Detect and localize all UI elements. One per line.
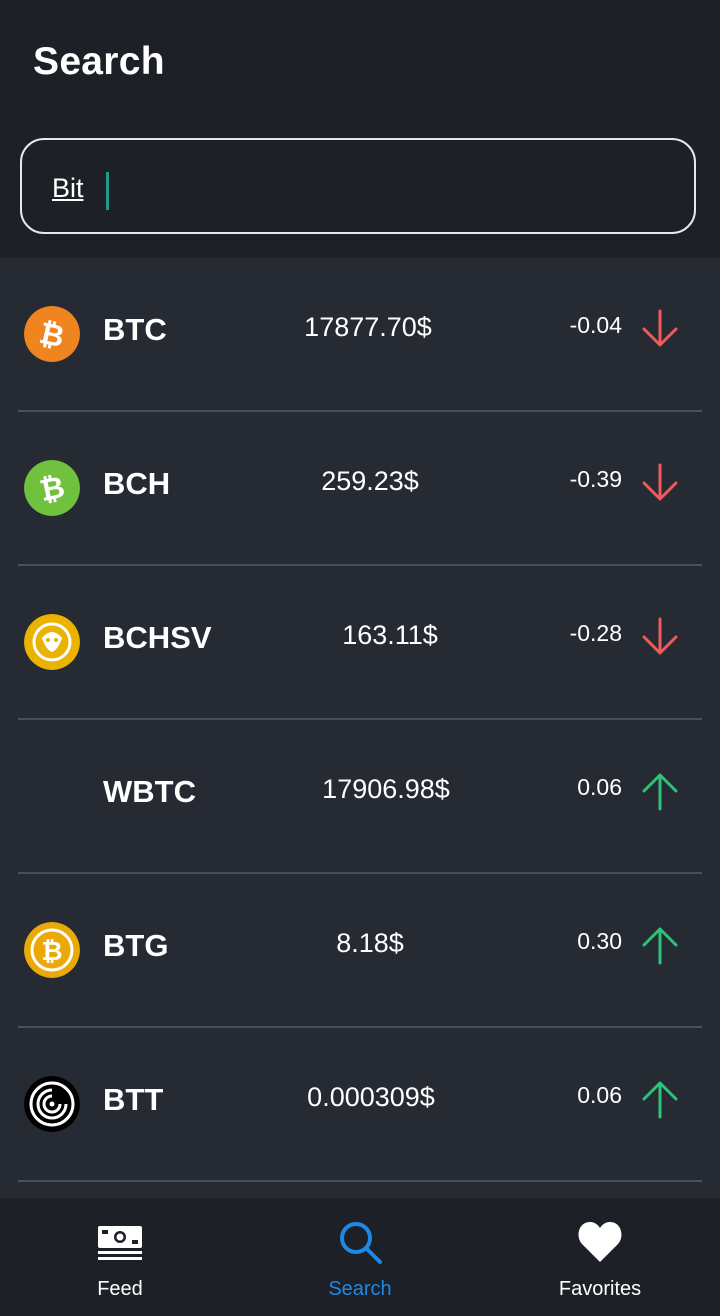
coin-symbol: WBTC [103, 774, 196, 809]
coin-change: 0.30 [577, 928, 622, 954]
arrow-up-icon [642, 1081, 678, 1119]
coin-price: 17877.70$ [304, 312, 432, 342]
arrow-up-icon [642, 927, 678, 965]
coin-symbol: BTC [103, 312, 167, 347]
bitcoin-cash-icon: ₿ [24, 460, 80, 516]
bittorrent-icon [24, 1076, 80, 1132]
search-field[interactable] [20, 138, 696, 234]
money-icon [98, 1226, 142, 1260]
bitcoin-gold-icon: ₿ [24, 922, 80, 978]
arrow-up-icon [642, 773, 678, 811]
nav-search[interactable]: Search [240, 1198, 480, 1316]
nav-favorites[interactable]: Favorites [480, 1198, 720, 1316]
page-title: Search [33, 40, 165, 83]
coin-row-btg[interactable]: ₿ BTG 8.18$ 0.30 [0, 874, 720, 1028]
coin-price: 8.18$ [336, 928, 404, 958]
nav-label: Feed [97, 1278, 143, 1300]
coin-row-btc[interactable]: ₿ BTC 17877.70$ -0.04 [0, 258, 720, 412]
coin-change: 0.06 [577, 774, 622, 800]
coin-list[interactable]: ₿ BTC 17877.70$ -0.04 ₿ BCH 259.23$ -0.3… [0, 258, 720, 1198]
coin-change: -0.39 [569, 466, 622, 492]
coin-row-wbtc[interactable]: WBTC 17906.98$ 0.06 [0, 720, 720, 874]
row-divider [18, 1180, 702, 1182]
coin-row-bchsv[interactable]: BCHSV 163.11$ -0.28 [0, 566, 720, 720]
search-bar [0, 118, 720, 258]
coin-symbol: BCH [103, 466, 171, 501]
text-caret [106, 172, 109, 210]
nav-feed[interactable]: Feed [0, 1198, 240, 1316]
row-divider [18, 718, 702, 720]
row-divider [18, 1026, 702, 1028]
coin-symbol: BCHSV [103, 620, 212, 655]
arrow-down-icon [642, 309, 678, 347]
coin-row-bch[interactable]: ₿ BCH 259.23$ -0.39 [0, 412, 720, 566]
coin-price: 163.11$ [342, 620, 438, 650]
coin-price: 259.23$ [321, 466, 419, 496]
coin-price: 17906.98$ [322, 774, 450, 804]
search-input[interactable] [52, 168, 652, 208]
coin-symbol: BTG [103, 928, 169, 963]
nav-label: Favorites [558, 1278, 642, 1300]
coin-change: -0.28 [569, 620, 622, 646]
coin-change: -0.04 [569, 312, 622, 338]
nav-label: Search [328, 1278, 392, 1300]
heart-icon [578, 1222, 622, 1262]
app-header: Search [0, 0, 720, 118]
bitcoin-sv-icon [24, 614, 80, 670]
bottom-navigation: Feed Search Favorites [0, 1198, 720, 1316]
coin-price: 0.000309$ [307, 1082, 435, 1112]
row-divider [18, 564, 702, 566]
arrow-down-icon [642, 463, 678, 501]
search-icon [340, 1222, 382, 1264]
coin-symbol: BTT [103, 1082, 164, 1117]
row-divider [18, 872, 702, 874]
row-divider [18, 410, 702, 412]
bitcoin-icon: ₿ [24, 306, 80, 362]
coin-row-btt[interactable]: BTT 0.000309$ 0.06 [0, 1028, 720, 1182]
svg-text:₿: ₿ [41, 936, 62, 966]
coin-change: 0.06 [577, 1082, 622, 1108]
arrow-down-icon [642, 617, 678, 655]
